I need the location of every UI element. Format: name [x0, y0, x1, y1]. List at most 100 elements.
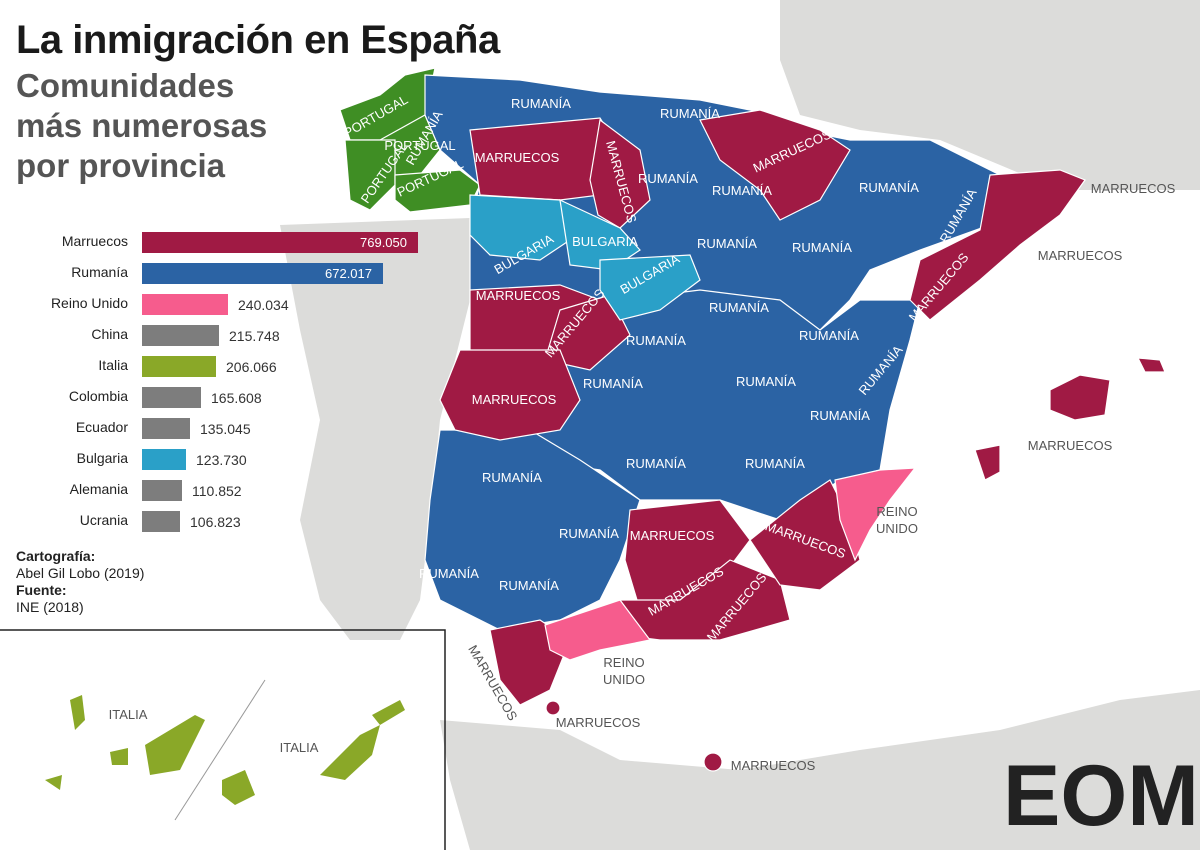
balearic-ibiza [974, 444, 1001, 481]
bar [142, 387, 201, 408]
map-label: MARRUECOS [556, 715, 641, 730]
eom-logo: EOM [1003, 748, 1199, 844]
map-label: ITALIA [280, 740, 319, 755]
map-label: RUMANÍA [709, 300, 769, 315]
map-label: RUMANÍA [697, 236, 757, 251]
el-hierro [45, 775, 62, 790]
map-label: MARRUECOS [1028, 438, 1113, 453]
canary-islands [45, 695, 405, 805]
inset-frame [0, 629, 446, 850]
surrounding-land [280, 0, 1200, 850]
map-label: RUMANÍA [660, 106, 720, 121]
balearic-mallorca [1049, 374, 1111, 421]
province-pontevedra [344, 139, 396, 211]
province-navarra [699, 109, 851, 221]
la-palma [70, 695, 85, 730]
credits: Cartografía: Abel Gil Lobo (2019) Fuente… [16, 548, 144, 616]
canary-inset [0, 629, 446, 850]
bar [142, 294, 228, 315]
source-value: INE (2018) [16, 599, 84, 615]
bar-row: Ucrania 106.823 [0, 509, 440, 533]
map-label: REINO [876, 504, 917, 519]
subtitle-line-2: más numerosas [16, 107, 268, 144]
inset-divider [174, 679, 266, 821]
bar-label: China [91, 326, 128, 342]
map-label: BULGARIA [572, 234, 638, 249]
bar-label: Ucrania [79, 512, 128, 528]
ceuta-marker [545, 700, 561, 716]
map-label: RUMANÍA [583, 376, 643, 391]
bar-row: Reino Unido 240.034 [0, 292, 440, 316]
bar-row: Alemania 110.852 [0, 478, 440, 502]
map-label: RUMANÍA [559, 526, 619, 541]
region-marruecos [439, 109, 1166, 772]
map-label: MARRUECOS [472, 392, 557, 407]
france-land [780, 0, 1200, 190]
bar [142, 480, 182, 501]
province-caceres [439, 349, 581, 441]
bar-label: Bulgaria [76, 450, 128, 466]
map-label: RUMANÍA [638, 171, 698, 186]
map-label: RUMANÍA [810, 408, 870, 423]
bar-label: Italia [98, 357, 128, 373]
province-catalonia [909, 169, 1086, 321]
map-label: MARRUECOS [630, 528, 715, 543]
region-portugal [339, 67, 481, 213]
map-label: UNIDO [876, 521, 918, 536]
bar-value-label: 672.017 [325, 266, 372, 281]
bar-chart: Marruecos 769.050 Rumanía 672.017 Reino Unid… [0, 230, 440, 540]
bar [142, 418, 190, 439]
subtitle-line-3: por provincia [16, 147, 226, 184]
bar [142, 325, 219, 346]
bar-label: Rumanía [71, 264, 128, 280]
province-south-west-blue [424, 429, 641, 631]
map-label: RUMANÍA [859, 180, 919, 195]
africa-land [440, 690, 1200, 850]
cartography-value: Abel Gil Lobo (2019) [16, 565, 145, 581]
la-gomera [110, 748, 128, 765]
page-title: La inmigración en España [16, 18, 500, 62]
bar-value-label: 165.608 [211, 390, 262, 406]
bar [142, 511, 180, 532]
region-bulgaria [469, 194, 701, 321]
bar-value-label: 769.050 [360, 235, 407, 250]
bar-label: Alemania [69, 481, 128, 497]
province-malaga [544, 599, 652, 661]
logo-text: EOM [1003, 748, 1199, 844]
map-label: RUMANÍA [736, 374, 796, 389]
bar-value-label: 123.730 [196, 452, 247, 468]
bar-row: China 215.748 [0, 323, 440, 347]
bar-value-label: 110.852 [192, 483, 242, 499]
bar-value-label: 135.045 [200, 421, 251, 437]
fuerteventura [320, 725, 380, 780]
region-reino-unido [544, 467, 917, 661]
map-label: MARRUECOS [1091, 181, 1176, 196]
map-label: UNIDO [603, 672, 645, 687]
bar-value-label: 106.823 [190, 514, 241, 530]
source-label: Fuente: [16, 582, 67, 598]
bar [142, 449, 186, 470]
bar-label: Reino Unido [50, 295, 128, 311]
map-label: RUMANÍA [511, 96, 571, 111]
bar-row: Italia 206.066 [0, 354, 440, 378]
bar-value-label: 206.066 [226, 359, 277, 375]
map-label: RUMANÍA [482, 470, 542, 485]
map-label: RUMANÍA [745, 456, 805, 471]
map-label: ITALIA [109, 707, 148, 722]
map-label: RUMANÍA [626, 333, 686, 348]
map-label: MARRUECOS [476, 288, 561, 303]
bar-label: Colombia [68, 388, 128, 404]
map-label: RUMANÍA [419, 566, 479, 581]
bar-row: Colombia 165.608 [0, 385, 440, 409]
bar-row: Ecuador 135.045 [0, 416, 440, 440]
province-alicante [834, 467, 917, 562]
map-label: RUMANÍA [712, 183, 772, 198]
portugal-land [280, 218, 470, 640]
balearic-menorca [1136, 357, 1166, 373]
bar-label: Marruecos [61, 233, 128, 249]
cartography-label: Cartografía: [16, 548, 96, 564]
melilla-marker [703, 752, 723, 772]
bar-row: Marruecos 769.050 [0, 230, 440, 254]
